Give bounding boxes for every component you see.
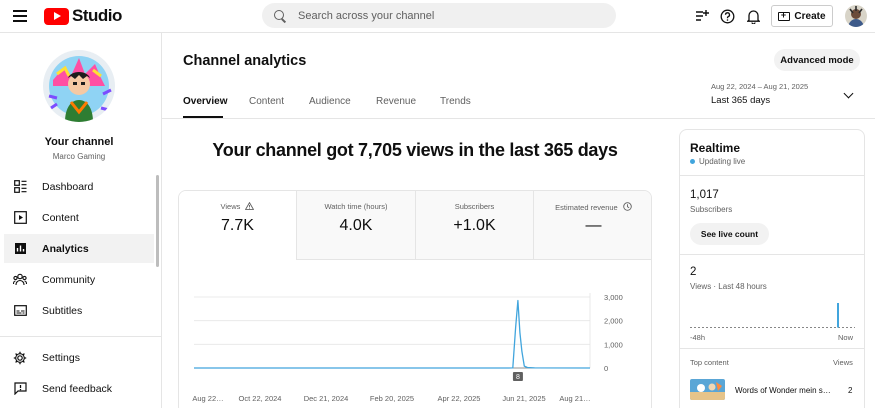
metric-label: Views [220,202,241,211]
views-headline: Your channel got 7,705 views in the last… [212,140,618,160]
realtime-bars-svg [690,303,855,328]
create-button[interactable]: Create [771,5,833,27]
chevron-down-icon[interactable] [843,88,854,99]
realtime-views-label: Views · Last 48 hours [690,282,767,291]
realtime-card: Realtime Updating live 1,017 Subscribers… [679,129,865,408]
tab-revenue[interactable]: Revenue [376,96,417,107]
channel-avatar[interactable] [43,50,115,122]
metric-label: Subscribers [454,202,495,211]
account-avatar[interactable] [845,5,867,27]
views-chart: 3,000 2,000 1,000 0 Aug 22… Oct 22, 2024 Dec 2… [178,283,652,408]
metric-subscribers[interactable]: Subscribers +1.0K [416,191,534,260]
x-tick-label: Apr 22, 2025 [438,394,481,403]
metric-label: Watch time (hours) [324,202,388,211]
sidebar-divider [0,336,161,337]
sidebar-item-analytics[interactable]: Analytics [4,234,154,263]
realtime-subscribers-label: Subscribers [690,205,733,214]
realtime-bar [837,303,839,328]
realtime-title: Realtime [690,141,741,155]
sidebar-scrollbar[interactable] [156,175,159,267]
metric-value: 7.7K [221,217,254,234]
metric-views[interactable]: Views 7.7K [179,191,297,260]
live-dot-icon [690,159,695,164]
gear-icon [13,351,27,365]
dashboard-icon [13,180,27,194]
search-placeholder: Search across your channel [298,9,435,22]
see-live-count-button[interactable]: See live count [690,223,769,245]
views-chart-svg: 3,000 2,000 1,000 0 Aug 22… Oct 22, 2024 Dec 2… [192,293,623,403]
sidebar: Your channel Marco Gaming Dashboard Cont… [0,33,162,408]
tab-overview[interactable]: Overview [183,96,228,107]
sidebar-item-content[interactable]: Content [4,203,154,232]
realtime-subscribers-value: 1,017 [690,189,719,201]
studio-logo[interactable]: Studio [44,6,122,25]
realtime-axis-start: -48h [690,333,706,342]
notifications-bell-icon[interactable] [745,8,761,24]
top-content-label: Top content [690,358,729,367]
metric-value: 4.0K [339,217,373,234]
help-icon[interactable] [719,8,735,24]
realtime-divider [680,254,864,255]
active-tab-indicator [183,116,223,118]
realtime-views-chart [690,299,855,343]
warning-icon [245,201,255,210]
sidebar-item-community[interactable]: Community [4,265,154,294]
realtime-status: Updating live [699,157,746,166]
y-tick-label: 2,000 [604,317,623,326]
x-tick-label: Aug 22… [192,394,223,403]
metric-watch-time[interactable]: Watch time (hours) 4.0K [297,191,416,260]
y-tick-label: 1,000 [604,340,623,349]
sidebar-item-settings[interactable]: Settings [4,343,154,372]
subtitles-icon [13,304,27,318]
y-tick-label: 3,000 [604,293,623,302]
x-tick-label: Jun 21, 2025 [502,394,545,403]
sidebar-item-dashboard[interactable]: Dashboard [4,172,154,201]
channel-name: Your channel [44,136,114,148]
metric-value: — [585,217,602,234]
content-icon [13,211,27,225]
search-input[interactable]: Search across your channel [262,3,616,28]
metric-estimated-revenue[interactable]: Estimated revenue — [534,191,651,260]
metric-label: Estimated revenue [555,203,618,212]
search-icon [274,9,286,22]
feedback-icon [13,382,27,396]
advanced-mode-button[interactable]: Advanced mode [774,49,860,71]
realtime-divider [680,175,864,176]
community-icon [13,273,27,287]
top-content-views-header: Views [833,358,853,367]
metric-value: +1.0K [453,217,496,234]
sidebar-item-subtitles[interactable]: Subtitles [4,296,154,325]
tab-trends[interactable]: Trends [440,96,471,107]
chart-marker-label: 8 [516,374,520,381]
youtube-play-icon [44,7,69,25]
tabs-divider [162,118,875,119]
analytics-icon [13,242,27,256]
channel-handle: Marco Gaming [52,152,106,161]
x-tick-label: Feb 20, 2025 [370,394,414,403]
menu-icon[interactable] [13,10,27,22]
sidebar-item-send-feedback[interactable]: Send feedback [4,374,154,403]
views-series-line[interactable] [194,299,591,369]
y-tick-label: 0 [604,364,608,373]
top-content-title[interactable]: Words of Wonder mein s… [735,386,831,395]
top-bar: Studio Search across your channel Create [0,0,875,33]
tab-audience[interactable]: Audience [309,96,351,107]
top-content-thumbnail[interactable] [690,379,725,400]
realtime-axis-end: Now [838,333,854,342]
x-tick-label: Oct 22, 2024 [239,394,282,403]
tab-content[interactable]: Content [249,96,285,107]
tasks-icon[interactable] [694,8,710,24]
x-tick-label: Aug 21… [559,394,590,403]
top-content-views: 2 [848,386,853,395]
date-range-text[interactable]: Aug 22, 2024 – Aug 21, 2025 [711,82,809,91]
clock-icon [623,202,632,211]
realtime-divider [680,348,864,349]
create-video-icon [778,10,791,21]
realtime-views-value: 2 [690,266,697,278]
x-tick-label: Dec 21, 2024 [304,394,349,403]
chart-marker-badge[interactable] [512,372,523,381]
date-range-label[interactable]: Last 365 days [711,95,771,106]
metrics-card: Views 7.7K Watch time (hours) 4.0K Subsc… [178,190,652,408]
page-title: Channel analytics [183,53,307,69]
